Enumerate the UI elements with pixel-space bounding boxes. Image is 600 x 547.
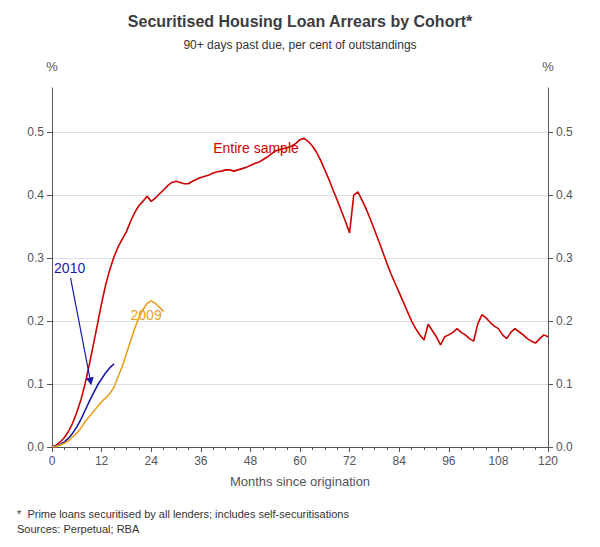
svg-text:120: 120: [538, 454, 558, 468]
svg-text:12: 12: [95, 454, 109, 468]
svg-text:* Prime loans securitised by: * Prime loans securitised by all lenders…: [17, 508, 349, 520]
svg-text:2010: 2010: [54, 260, 85, 276]
svg-text:0.4: 0.4: [27, 188, 44, 202]
svg-text:%: %: [542, 59, 554, 74]
svg-text:60: 60: [293, 454, 307, 468]
svg-text:2009: 2009: [131, 307, 162, 323]
svg-text:0.3: 0.3: [556, 251, 573, 265]
svg-text:84: 84: [393, 454, 407, 468]
svg-text:0: 0: [49, 454, 56, 468]
svg-text:108: 108: [488, 454, 508, 468]
svg-text:36: 36: [194, 454, 208, 468]
svg-text:72: 72: [343, 454, 357, 468]
svg-text:90+ days past due, per cent of: 90+ days past due, per cent of outstandi…: [183, 38, 416, 52]
svg-text:%: %: [46, 59, 58, 74]
svg-text:0.5: 0.5: [556, 125, 573, 139]
svg-text:0.5: 0.5: [27, 125, 44, 139]
svg-text:0.1: 0.1: [556, 377, 573, 391]
svg-text:Entire sample: Entire sample: [213, 140, 299, 156]
svg-text:0.2: 0.2: [27, 314, 44, 328]
svg-text:Securitised Housing Loan Arrea: Securitised Housing Loan Arrears by Coho…: [128, 13, 473, 30]
svg-text:0.4: 0.4: [556, 188, 573, 202]
svg-text:Months since origination: Months since origination: [230, 474, 370, 489]
svg-text:0.2: 0.2: [556, 314, 573, 328]
svg-text:0.3: 0.3: [27, 251, 44, 265]
svg-text:48: 48: [244, 454, 258, 468]
svg-text:0.0: 0.0: [556, 440, 573, 454]
svg-text:Sources: Perpetual; RBA: Sources: Perpetual; RBA: [17, 523, 140, 535]
svg-text:96: 96: [442, 454, 456, 468]
svg-text:24: 24: [145, 454, 159, 468]
svg-text:0.0: 0.0: [27, 440, 44, 454]
svg-text:0.1: 0.1: [27, 377, 44, 391]
